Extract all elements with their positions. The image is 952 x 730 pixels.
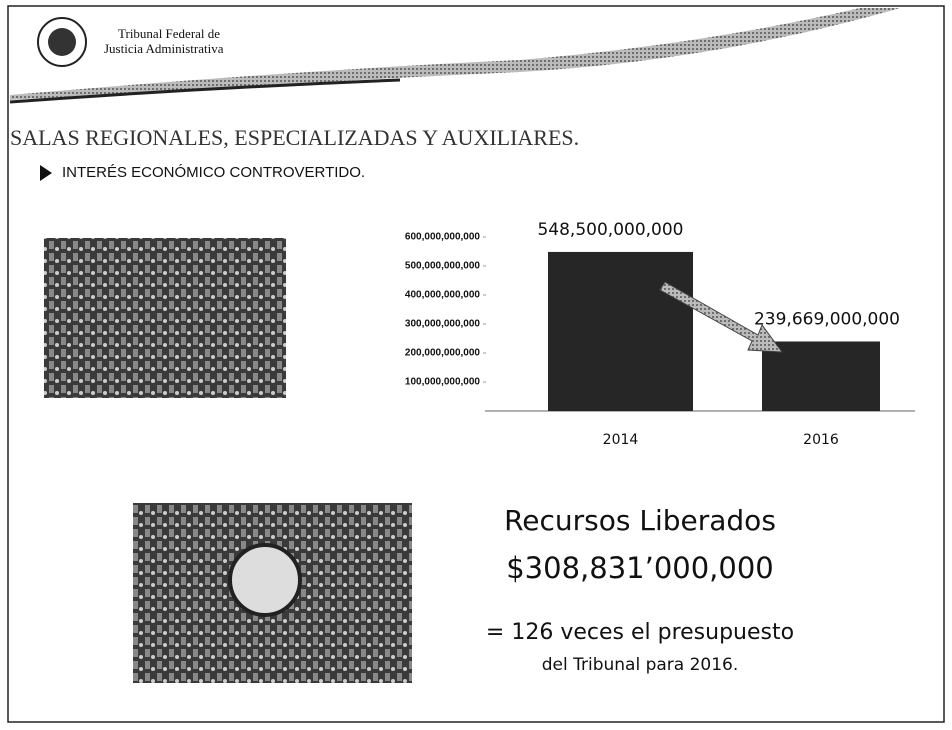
heading: SALAS REGIONALES, ESPECIALIZADAS Y AUXIL… [10,125,579,150]
y-tick-label: 100,000,000,000 [405,377,481,388]
y-tick-label: 600,000,000,000 [405,232,481,243]
header-line [9,78,401,104]
y-tick-label: 200,000,000,000 [405,348,481,359]
summary-amount: $308,831’000,000 [506,551,774,585]
trend-arrow [659,281,784,353]
logo-emblem [48,28,76,56]
y-tick-label: 500,000,000,000 [405,261,481,272]
y-tick-label: 300,000,000,000 [405,319,481,330]
x-tick-label: 2016 [803,432,839,448]
header-text: Justicia Administrativa [104,41,224,56]
header-text: Tribunal Federal de [118,26,220,41]
value-label: 548,500,000,000 [537,220,683,240]
header-swoosh [10,8,900,100]
summary-title: Recursos Liberados [504,504,776,537]
bullet-icon [40,165,52,181]
y-tick-label: 400,000,000,000 [405,290,481,301]
summary-text: del Tribunal para 2016. [542,655,739,675]
bar [548,251,693,411]
chart: 100,000,000,000 200,000,000,000 300,000,00… [405,220,915,448]
value-label: 239,669,000,000 [754,309,900,329]
photo [44,238,286,398]
summary-text: = 126 veces el presupuesto [486,620,794,645]
photo-detail [228,543,302,617]
bullet-text: INTERÉS ECONÓMICO CONTROVERTIDO. [62,164,365,181]
x-tick-label: 2014 [603,432,639,448]
bar [762,341,880,411]
